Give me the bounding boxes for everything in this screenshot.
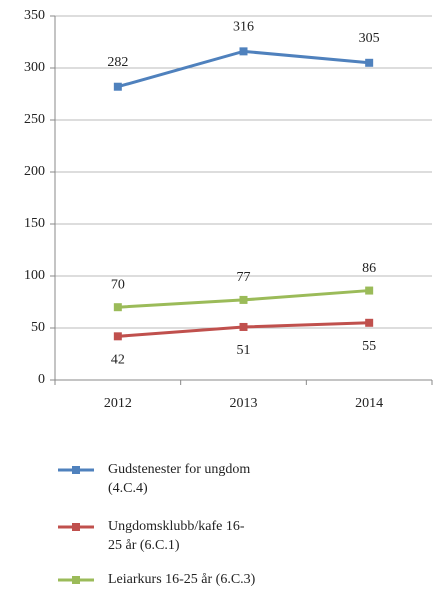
marker bbox=[239, 322, 248, 331]
x-tick-label: 2014 bbox=[355, 396, 383, 411]
y-tick-label: 300 bbox=[24, 60, 45, 75]
marker bbox=[113, 303, 122, 312]
data-label: 282 bbox=[107, 55, 128, 70]
data-label: 316 bbox=[233, 20, 254, 35]
data-label: 55 bbox=[362, 339, 376, 354]
marker bbox=[113, 332, 122, 341]
y-tick-label: 0 bbox=[38, 372, 45, 387]
x-tick-label: 2013 bbox=[230, 396, 258, 411]
x-tick-label: 2012 bbox=[104, 396, 132, 411]
y-tick-label: 100 bbox=[24, 268, 45, 283]
y-tick-label: 50 bbox=[31, 320, 45, 335]
marker bbox=[239, 47, 248, 56]
data-label: 51 bbox=[237, 343, 251, 358]
legend-marker bbox=[72, 523, 80, 531]
y-tick-label: 250 bbox=[24, 112, 45, 127]
marker bbox=[239, 295, 248, 304]
data-label: 42 bbox=[111, 353, 125, 368]
data-label: 70 bbox=[111, 277, 125, 292]
marker bbox=[365, 58, 374, 67]
data-label: 305 bbox=[359, 31, 380, 46]
legend-marker bbox=[72, 466, 80, 474]
marker bbox=[113, 82, 122, 91]
y-tick-label: 150 bbox=[24, 216, 45, 231]
series-line bbox=[117, 49, 370, 89]
marker bbox=[365, 318, 374, 327]
legend-label: Gudstenester for ungdom (4.C.4) bbox=[108, 462, 251, 496]
legend-label: Leiarkurs 16-25 år (6.C.3) bbox=[108, 572, 256, 587]
y-tick-label: 350 bbox=[24, 8, 45, 23]
legend-marker bbox=[72, 576, 80, 584]
data-label: 86 bbox=[362, 261, 376, 276]
legend-label: Ungdomsklubb/kafe 16-25 år (6.C.1) bbox=[108, 519, 245, 553]
marker bbox=[365, 286, 374, 295]
y-tick-label: 200 bbox=[24, 164, 45, 179]
data-label: 77 bbox=[237, 270, 251, 285]
